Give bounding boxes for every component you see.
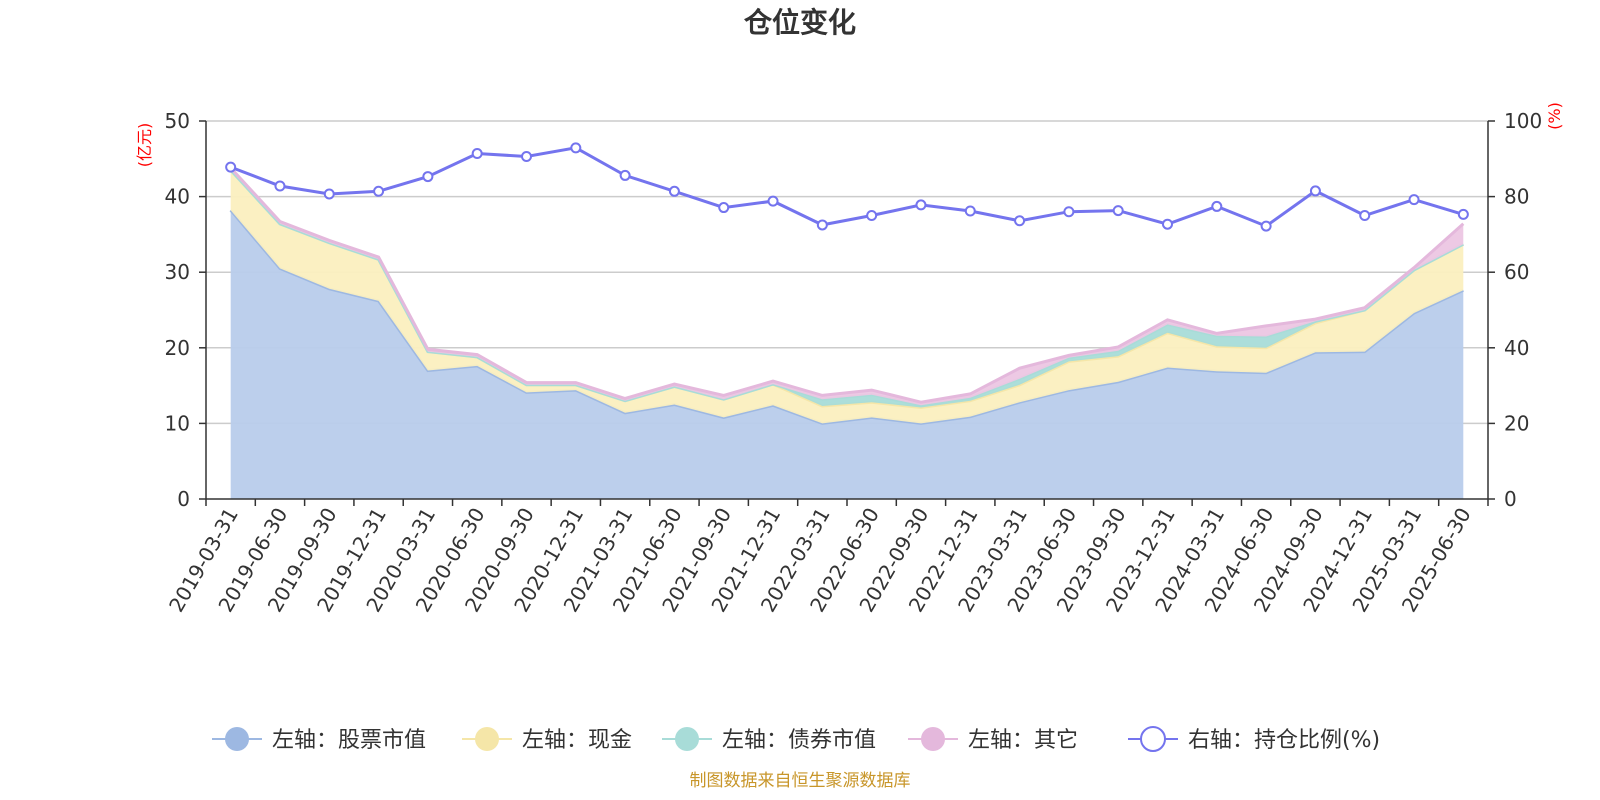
ratio-point[interactable] [225, 161, 237, 173]
left-tick-label: 40 [165, 185, 190, 209]
right-tick-label: 20 [1504, 411, 1529, 435]
ratio-point[interactable] [1260, 220, 1272, 232]
data-source-footer: 制图数据来自恒生聚源数据库 [690, 771, 911, 791]
ratio-point[interactable] [1408, 194, 1420, 206]
right-tick-label: 0 [1504, 487, 1517, 511]
left-tick-label: 0 [177, 487, 190, 511]
ratio-point[interactable] [373, 185, 385, 197]
legend-item-2[interactable]: 左轴：现金 [462, 727, 632, 753]
legend-item-1[interactable]: 左轴：股票市值 [212, 727, 426, 753]
right-tick-label: 80 [1504, 185, 1529, 209]
ratio-point[interactable] [323, 188, 335, 200]
ratio-point[interactable] [1309, 185, 1321, 197]
ratio-point[interactable] [915, 199, 927, 211]
ratio-point[interactable] [964, 205, 976, 217]
left-tick-label: 10 [165, 411, 190, 435]
ratio-point[interactable] [1211, 200, 1223, 212]
right-tick-label: 40 [1504, 336, 1529, 360]
right-tick-label: 60 [1504, 260, 1529, 284]
legend: 左轴：股票市值 左轴：现金 左轴：债券市值 左轴：其它 右轴：持仓比例(%) [212, 726, 1380, 753]
area-line-series-4 [229, 166, 1465, 404]
ratio-point[interactable] [1063, 206, 1075, 218]
ratio-point[interactable] [1162, 218, 1173, 230]
legend-label: 左轴：股票市值 [272, 728, 426, 753]
ratio-line [225, 142, 1469, 232]
ratio-point[interactable] [471, 148, 483, 160]
legend-item-3[interactable]: 左轴：债券市值 [662, 727, 876, 753]
right-axis-unit: (%) [1545, 102, 1564, 130]
ratio-point[interactable] [718, 202, 730, 214]
area-series-2 [230, 170, 1464, 424]
legend-marker [921, 727, 945, 751]
stacked-areas [229, 166, 1465, 499]
ratio-point[interactable] [1014, 215, 1026, 227]
legend-item-5[interactable]: 右轴：持仓比例(%) [1128, 726, 1380, 753]
ratio-point[interactable] [619, 169, 631, 181]
left-tick-label: 50 [165, 109, 190, 133]
right-tick-label: 100 [1504, 109, 1542, 133]
area-series-1 [230, 210, 1464, 499]
ratio-point[interactable] [816, 219, 828, 231]
ratio-point[interactable] [422, 171, 434, 183]
legend-marker [1140, 726, 1166, 752]
left-tick-label: 30 [165, 260, 190, 284]
ratio-point[interactable] [570, 142, 582, 154]
legend-label: 左轴：现金 [522, 728, 632, 753]
ratio-line-path [230, 146, 1464, 228]
left-axis-unit: (亿元) [135, 123, 154, 168]
legend-label: 左轴：其它 [968, 728, 1078, 753]
legend-label: 左轴：债券市值 [722, 728, 876, 753]
legend-item-4[interactable]: 左轴：其它 [908, 727, 1078, 753]
ratio-point[interactable] [274, 180, 286, 192]
ratio-point[interactable] [668, 185, 680, 197]
legend-marker [675, 727, 699, 751]
ratio-point[interactable] [1112, 205, 1124, 217]
ratio-point[interactable] [767, 195, 779, 207]
ratio-point[interactable] [1457, 208, 1469, 220]
legend-marker [225, 727, 249, 751]
left-tick-label: 20 [165, 336, 190, 360]
legend-label: 右轴：持仓比例(%) [1188, 728, 1380, 753]
legend-marker [475, 727, 499, 751]
ratio-point[interactable] [521, 151, 532, 163]
chart-title: 仓位变化 [744, 6, 856, 39]
ratio-point[interactable] [1359, 210, 1371, 221]
ratio-point[interactable] [866, 210, 878, 221]
